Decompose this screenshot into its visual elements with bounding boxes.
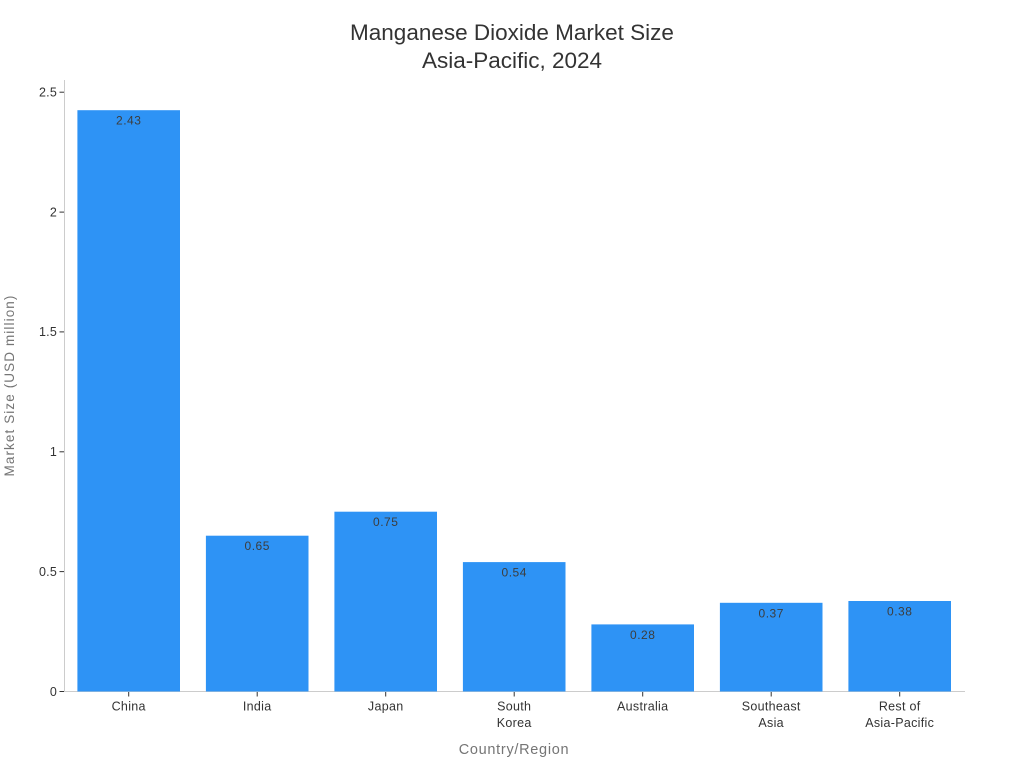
svg-text:Market Size (USD million): Market Size (USD million) (2, 294, 17, 476)
svg-text:Rest of: Rest of (879, 700, 921, 714)
svg-text:1.5: 1.5 (39, 325, 57, 339)
svg-text:China: China (112, 700, 146, 714)
svg-text:2.5: 2.5 (39, 86, 57, 100)
svg-text:0.5: 0.5 (39, 565, 57, 579)
svg-text:Southeast: Southeast (742, 700, 801, 714)
svg-text:2: 2 (50, 205, 57, 219)
svg-text:0.54: 0.54 (502, 566, 527, 580)
svg-text:South: South (497, 700, 531, 714)
svg-text:Korea: Korea (497, 716, 532, 730)
svg-text:Australia: Australia (617, 700, 668, 714)
svg-text:Country/Region: Country/Region (459, 742, 570, 758)
svg-text:0.65: 0.65 (245, 539, 270, 553)
svg-text:0: 0 (50, 685, 57, 699)
svg-text:Japan: Japan (368, 700, 404, 714)
svg-text:1: 1 (50, 445, 57, 459)
svg-text:2.43: 2.43 (116, 113, 141, 127)
svg-text:0.75: 0.75 (373, 515, 398, 529)
svg-text:Asia: Asia (758, 716, 784, 730)
svg-text:India: India (243, 700, 272, 714)
svg-text:Asia-Pacific: Asia-Pacific (865, 716, 934, 730)
svg-text:0.37: 0.37 (759, 606, 784, 620)
svg-text:0.38: 0.38 (887, 604, 912, 618)
svg-text:Manganese Dioxide Market Size: Manganese Dioxide Market Size (350, 20, 674, 45)
svg-text:0.28: 0.28 (630, 628, 655, 642)
svg-text:Asia-Pacific, 2024: Asia-Pacific, 2024 (422, 48, 602, 73)
